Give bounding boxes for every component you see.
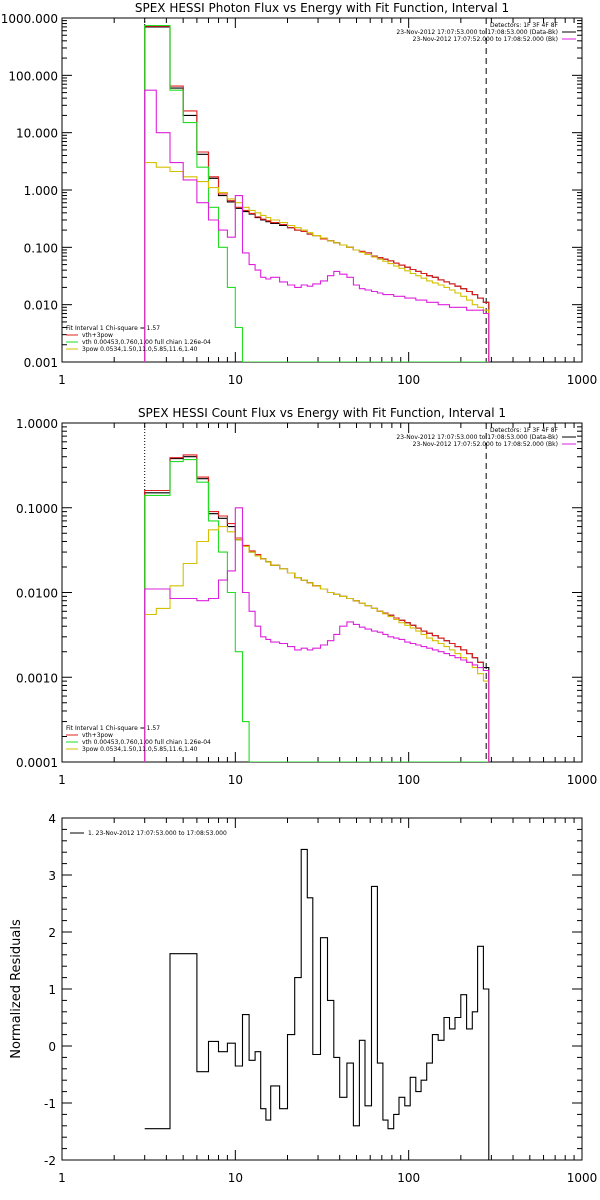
chart-title: SPEX HESSI Count Flux vs Energy with Fit… bbox=[138, 406, 506, 420]
y-tick-label: 1000.000 bbox=[1, 12, 58, 26]
y-tick-label: 1.000 bbox=[24, 184, 58, 198]
header-text: 23-Nov-2012 17:07:53.000 to 17:08:53.000… bbox=[396, 434, 558, 441]
series-line-5 bbox=[144, 507, 490, 762]
y-tick-label: 0 bbox=[48, 1040, 56, 1054]
header-text: 23-Nov-2012 17:07:52.000 to 17:08:52.000… bbox=[413, 36, 558, 43]
x-tick-label: 100 bbox=[397, 773, 420, 787]
header-text: Detectors: 1F 3F 4F 8F bbox=[490, 22, 559, 29]
x-tick-label: 1000 bbox=[567, 1171, 598, 1185]
y-tick-label: 0.010 bbox=[24, 299, 58, 313]
x-tick-label: 10 bbox=[228, 773, 243, 787]
series-line-4 bbox=[144, 162, 490, 362]
series-line-3 bbox=[144, 459, 489, 762]
x-tick-label: 10 bbox=[228, 373, 243, 387]
y-tick-label: 0.1000 bbox=[16, 502, 58, 516]
y-tick-label: 0.0001 bbox=[16, 756, 58, 770]
plot-area bbox=[144, 423, 490, 762]
chart-panel-3: 1 10 100 1000 -2 -1 0 1 2 3 4 Normalized Residuals 1… bbox=[9, 812, 597, 1185]
x-tick-label: 1000 bbox=[567, 773, 598, 787]
x-tick-label: 1 bbox=[58, 373, 66, 387]
y-axis-label: Normalized Residuals bbox=[9, 919, 24, 1059]
plot-frame bbox=[61, 817, 583, 1161]
y-tick-label: -1 bbox=[44, 1097, 56, 1111]
y-tick-label: 2 bbox=[48, 926, 56, 940]
y-tick-label: 0.0100 bbox=[16, 587, 58, 601]
y-tick-label: 3 bbox=[48, 869, 56, 883]
y-tick-label: 10.000 bbox=[16, 127, 58, 141]
legend-text: vth 0.00453,0.760,1.00 full chian 1.26e-… bbox=[82, 339, 211, 346]
chart-title: SPEX HESSI Photon Flux vs Energy with Fi… bbox=[135, 1, 509, 15]
series-line-5 bbox=[144, 89, 490, 362]
plot-area bbox=[144, 848, 490, 1160]
legend-text: 1. 23-Nov-2012 17:07:53.000 to 17:08:53.… bbox=[88, 830, 227, 837]
y-tick-label: 0.001 bbox=[24, 356, 58, 370]
series-line-3 bbox=[144, 24, 489, 362]
y-tick-label: 1.0000 bbox=[16, 417, 58, 431]
chart-panel-1: 1 10 100 1000 0.001 0.010 0.100 1.000 10.000 100.… bbox=[1, 1, 598, 387]
header-text: 23-Nov-2012 17:07:53.000 to 17:08:53.000… bbox=[396, 29, 558, 36]
header-text: 23-Nov-2012 17:07:52.000 to 17:08:52.000… bbox=[413, 441, 558, 448]
series-line-2 bbox=[144, 25, 490, 362]
chart-panel-2: 1 10 100 1000 0.0001 0.0010 0.0100 0.1000 1.0000… bbox=[16, 406, 597, 787]
header-text: Detectors: 1F 3F 4F 8F bbox=[490, 427, 559, 434]
series-line-2 bbox=[144, 454, 490, 762]
x-tick-label: 10 bbox=[228, 1171, 243, 1185]
y-tick-label: 1 bbox=[48, 983, 56, 997]
series-line-1 bbox=[144, 26, 490, 362]
plot-frame bbox=[61, 17, 583, 363]
plot-frame bbox=[61, 422, 583, 763]
series-line-1 bbox=[144, 456, 490, 762]
y-tick-label: 100.000 bbox=[8, 69, 58, 83]
x-tick-label: 1 bbox=[58, 773, 66, 787]
x-tick-label: 1000 bbox=[567, 373, 598, 387]
y-tick-label: 4 bbox=[48, 812, 56, 826]
series-line-1 bbox=[144, 848, 490, 1160]
y-tick-label: 0.0010 bbox=[16, 671, 58, 685]
plot-area bbox=[144, 18, 490, 362]
legend-text: 3pow 0.0534,1.50,11.0,5.85,11.6,1.40 bbox=[82, 346, 198, 353]
y-tick-label: -2 bbox=[44, 1154, 56, 1168]
legend-text: vth+3pow bbox=[82, 732, 113, 739]
series-line-4 bbox=[144, 526, 490, 762]
legend-text: 3pow 0.0534,1.50,11.0,5.85,11.6,1.40 bbox=[82, 746, 198, 753]
x-tick-label: 1 bbox=[58, 1171, 66, 1185]
y-tick-label: 0.100 bbox=[24, 241, 58, 255]
legend-text: Fit Interval 1 Chi-square = 1.57 bbox=[66, 725, 160, 732]
x-tick-label: 100 bbox=[397, 373, 420, 387]
legend-text: vth+3pow bbox=[82, 332, 113, 339]
x-tick-label: 100 bbox=[397, 1171, 420, 1185]
legend-text: vth 0.00453,0.760,1.00 full chian 1.26e-… bbox=[82, 739, 211, 746]
legend-text: Fit Interval 1 Chi-square = 1.57 bbox=[66, 325, 160, 332]
